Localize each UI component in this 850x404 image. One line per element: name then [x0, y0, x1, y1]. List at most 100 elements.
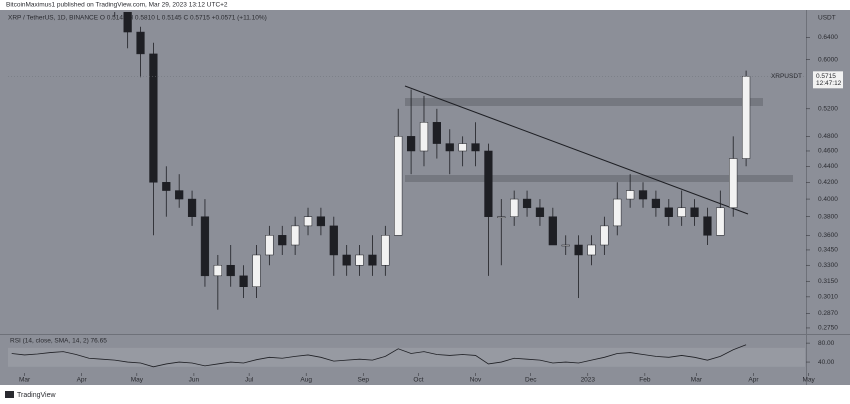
candle-body: [729, 158, 738, 209]
candle-body: [200, 216, 210, 277]
y-tick-label: 0.4000: [818, 196, 838, 203]
y-tick-label: 0.4600: [818, 148, 838, 155]
candle-body: [213, 264, 222, 277]
candle-body: [445, 143, 454, 152]
candle-body: [342, 254, 351, 266]
footer-bg: [0, 385, 850, 404]
candle-body: [458, 143, 467, 152]
x-tick-label: Feb: [639, 377, 651, 384]
candle-body: [703, 216, 712, 236]
support-zone: [405, 175, 793, 182]
footer: TradingView: [17, 392, 56, 399]
y-tick-label: 0.3450: [818, 247, 838, 254]
x-tick-label: Apr: [748, 377, 759, 384]
candles: [114, 12, 751, 310]
rsi-pane: [8, 344, 805, 368]
y-tick-label: 0.6000: [818, 56, 838, 63]
candle-body: [187, 198, 197, 217]
candle-body: [638, 190, 648, 200]
x-tick-label: May: [131, 377, 144, 384]
rsi-tick-label: 40.00: [818, 359, 835, 366]
axis-unit: USDT: [818, 15, 836, 22]
candle-body: [600, 225, 609, 246]
candle-body: [677, 207, 686, 217]
y-tick-label: 0.3600: [818, 232, 838, 239]
candle-body: [548, 216, 557, 246]
rsi-label: RSI (14, close, SMA, 14, 2) 76.65: [10, 338, 107, 345]
candle-body: [406, 136, 416, 152]
candle-body: [355, 254, 364, 266]
candle-body: [716, 207, 725, 236]
chart-background: [0, 10, 850, 385]
y-tick-label: 0.3150: [818, 278, 838, 285]
candle-body: [471, 143, 480, 152]
y-tick-label: 0.4400: [818, 163, 838, 170]
x-tick-label: Nov: [470, 377, 482, 384]
candle-body: [368, 254, 377, 266]
candle-body: [574, 244, 583, 256]
x-tick-label: Jul: [245, 377, 254, 384]
candle-body: [239, 275, 248, 287]
annotations: [404, 85, 793, 215]
candle-body: [278, 235, 287, 246]
candle-body: [651, 198, 661, 209]
symbol-line: XRP / TetherUS, 1D, BINANCE O 0.5145 H 0…: [8, 15, 267, 22]
x-tick-label: Sep: [357, 377, 369, 384]
y-tick-label: 0.5200: [818, 106, 838, 113]
candle-body: [162, 182, 171, 191]
x-tick-label: Apr: [77, 377, 88, 384]
x-tick-label: Jun: [189, 377, 200, 384]
candle-body: [741, 76, 751, 159]
x-tick-label: Mar: [19, 377, 31, 384]
x-tick-label: Dec: [525, 377, 537, 384]
candle-body: [123, 12, 132, 33]
y-tick-label: 0.2750: [818, 325, 838, 332]
trendline: [404, 85, 749, 215]
y-tick-label: 0.3010: [818, 294, 838, 301]
last-price-countdown: 12:47:12: [816, 80, 842, 87]
candle-body: [510, 198, 519, 217]
x-tick-label: May: [803, 377, 816, 384]
y-tick-label: 0.4200: [818, 179, 838, 186]
candle-body: [291, 225, 300, 246]
candle-body: [149, 53, 158, 183]
x-tick-label: Aug: [300, 377, 312, 384]
y-tick-label: 0.3300: [818, 262, 838, 269]
candle-body: [613, 198, 622, 227]
x-tick-label: Mar: [691, 377, 703, 384]
candle-body: [303, 216, 313, 227]
candle-body: [394, 136, 403, 236]
candle-body: [690, 207, 699, 217]
candle-body: [381, 235, 390, 266]
last-price-box: [813, 71, 843, 89]
candle-body: [136, 31, 145, 55]
candle-body: [497, 216, 506, 218]
last-price-name: XRPUSDT: [771, 73, 802, 80]
x-tick-label: 2023: [581, 377, 596, 384]
candle-body: [561, 244, 570, 247]
candle-body: [265, 235, 274, 256]
y-tick-label: 0.4800: [818, 133, 838, 140]
candle-body: [175, 190, 184, 200]
rsi-tick-label: 80.00: [818, 340, 835, 347]
y-tick-label: 0.6400: [818, 34, 838, 41]
last-price-value: 0.5715: [816, 73, 836, 80]
candle-body: [252, 254, 261, 287]
candle-body: [522, 198, 532, 209]
logo: [5, 391, 14, 398]
candle-body: [535, 207, 545, 217]
candle-body: [626, 190, 635, 200]
candle-body: [664, 207, 673, 217]
candle-body: [419, 122, 429, 152]
candle-body: [226, 264, 235, 277]
candle-body: [587, 244, 596, 256]
x-tick-label: Oct: [413, 377, 423, 384]
y-tick-label: 0.3800: [818, 213, 838, 220]
candle-body: [329, 225, 338, 256]
y-tick-label: 0.2870: [818, 310, 838, 317]
candle-body: [316, 216, 326, 227]
resistance-zone: [405, 98, 763, 106]
candle-body: [432, 122, 441, 144]
rsi-band: [8, 347, 805, 367]
rsi-line: [11, 344, 747, 368]
